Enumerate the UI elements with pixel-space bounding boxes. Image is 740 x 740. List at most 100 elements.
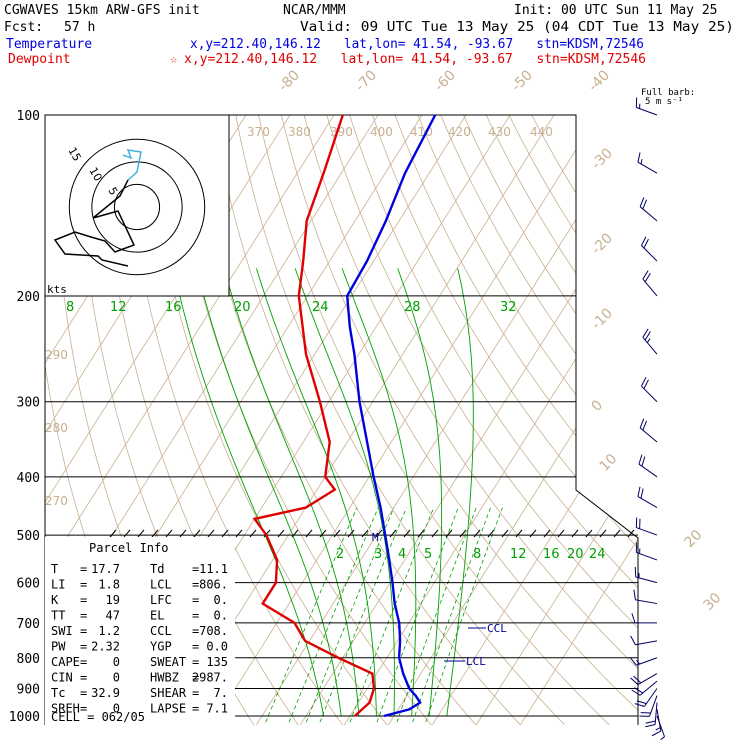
wind-barb	[637, 152, 658, 174]
parcel-cell-text: SHEAR	[150, 686, 187, 700]
parcel-cell-text: CCL	[150, 624, 172, 638]
freezing-hatch	[375, 529, 383, 538]
parcel-cell: CELL = 062/05	[51, 710, 145, 724]
pressure-tick-label: 100	[17, 109, 40, 124]
isotherm-label: -20	[589, 230, 616, 257]
mixing-label-550: 12	[510, 547, 527, 562]
mixing-label-200: 12	[110, 300, 127, 315]
parcel-info-background	[45, 537, 235, 725]
mixing-label-200: 28	[404, 300, 421, 315]
parcel-cell-text: =	[192, 578, 199, 592]
parcel-cell-text: =	[80, 655, 87, 669]
hodograph-ring-label: 10	[86, 165, 104, 184]
wind-barb-staff	[639, 206, 658, 222]
barb-legend-line1: Full barb:	[641, 88, 695, 98]
wind-barb-flag	[660, 736, 665, 740]
pressure-tick-label: 400	[17, 471, 40, 486]
wind-barb	[629, 657, 658, 666]
valid-time: Valid: 09 UTC Tue 13 May 25 (04 CDT Tue …	[300, 20, 734, 35]
hodograph-frame	[44, 114, 230, 297]
hodograph-ring	[91, 161, 183, 253]
parcel-cell-text: 0	[113, 671, 120, 685]
wind-barb	[656, 715, 665, 740]
dewpoint-curve	[252, 114, 376, 717]
moist-adiabat	[397, 268, 443, 717]
parcel-cell-text: CIN	[51, 671, 73, 685]
wind-barb	[635, 97, 658, 116]
wind-barb	[640, 377, 658, 403]
parcel-cell-text: LAPSE	[150, 702, 186, 716]
sounding-curves: CCL LCL M	[252, 114, 507, 718]
isotherm-line	[385, 115, 638, 725]
mixing-label-550: 8	[473, 547, 481, 562]
moist-adiabat	[446, 268, 474, 717]
wind-barb	[633, 589, 658, 605]
wind-barb-flag	[629, 657, 637, 666]
parcel-cell-text: 0	[113, 655, 120, 669]
freezing-hatch	[585, 529, 593, 538]
theta-label: 390	[330, 125, 353, 139]
wind-barb-staff	[656, 709, 662, 732]
hodograph-trace-upper	[53, 179, 136, 267]
dry-adiabat	[407, 115, 638, 725]
theta-label-left: 270	[45, 494, 68, 508]
isotherm-label: -50	[509, 67, 536, 94]
moist-adiabat	[294, 268, 395, 716]
freezing-hatch	[263, 529, 271, 538]
wind-barb-flag	[644, 273, 651, 283]
wind-barb-staff	[642, 336, 658, 355]
freezing-hatch	[613, 529, 621, 538]
freezing-hatch	[151, 529, 159, 538]
wind-barb-staff	[635, 599, 658, 605]
wind-barb	[640, 236, 658, 262]
wind-barb-flag	[646, 338, 651, 343]
wind-barb-flag	[655, 727, 661, 731]
isotherm-line	[45, 115, 352, 725]
wind-barb-flag	[644, 331, 651, 341]
theta-label: 440	[530, 125, 553, 139]
wind-barb-flag	[645, 720, 656, 724]
freezing-hatch	[515, 529, 523, 538]
parcel-cell-text: CAPE	[51, 655, 80, 669]
wind-barb	[634, 688, 658, 707]
wind-barb-staff	[636, 657, 658, 666]
dewpoint-legend: Dewpoint	[8, 52, 71, 67]
wind-barb-staff	[635, 576, 658, 584]
pressure-tick-label: 700	[17, 617, 40, 632]
wind-barb-staff	[638, 463, 658, 478]
pressure-tick-label: 300	[17, 396, 40, 411]
wind-barb	[637, 486, 658, 509]
freezing-hatch	[361, 529, 369, 538]
mixing-label-550: 20	[567, 547, 584, 562]
wind-barb-staff	[639, 680, 658, 696]
isotherm-label: -80	[276, 67, 303, 94]
freezing-hatch	[543, 529, 551, 538]
temperature-curve	[345, 114, 437, 718]
wind-barb	[642, 270, 658, 297]
parcel-cell-text: =	[80, 593, 87, 607]
mixing-ratio-line	[409, 507, 491, 725]
wind-barb-flag	[642, 420, 648, 431]
wind-barb-flag	[636, 659, 641, 665]
parcel-cell-text: 7.	[214, 686, 228, 700]
wind-barb-flag	[639, 197, 645, 207]
dry-adiabat	[495, 115, 638, 725]
parcel-cell-text: 0.	[214, 609, 228, 623]
wind-barb-flag	[637, 152, 641, 163]
wind-barb-staff	[635, 640, 658, 646]
isotherm-label: 20	[682, 527, 706, 551]
pressure-tick-label: 800	[17, 652, 40, 667]
dry-adiabat	[340, 115, 638, 725]
wind-barb-flag	[643, 238, 649, 249]
mixing-label-550: 3	[374, 547, 382, 562]
parcel-cell-text: PW	[51, 640, 66, 654]
parcel-cell-text: 1.8	[98, 578, 120, 592]
freezing-hatch	[501, 529, 509, 538]
mixing-label-550: 5	[424, 547, 432, 562]
freezing-hatch	[193, 529, 201, 538]
parcel-cell-text: TT	[51, 609, 65, 623]
hodograph-ring	[68, 138, 206, 276]
parcel-cell-text: =	[192, 686, 199, 700]
mixing-ratio-line	[423, 507, 503, 725]
wind-barb-flag	[640, 159, 643, 165]
